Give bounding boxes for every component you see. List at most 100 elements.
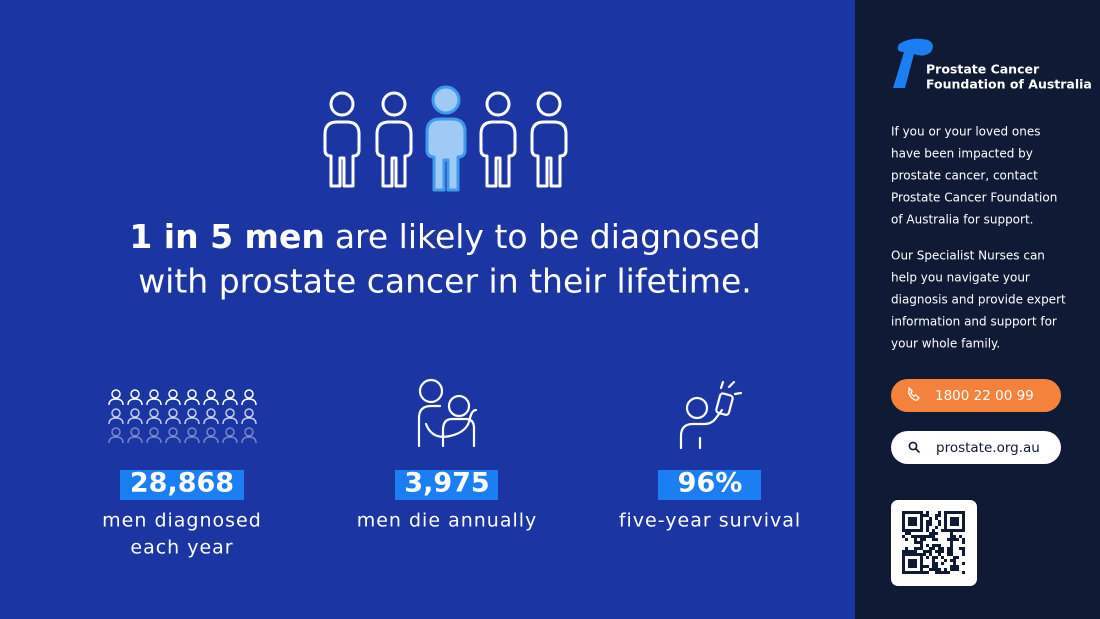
qr-module xyxy=(959,529,962,532)
qr-module xyxy=(959,547,962,550)
qr-module xyxy=(941,556,944,559)
qr-module xyxy=(944,559,947,562)
qr-module xyxy=(923,550,926,553)
qr-module xyxy=(926,535,929,538)
qr-module xyxy=(926,556,929,559)
qr-module xyxy=(914,562,917,565)
qr-module xyxy=(920,562,923,565)
highlighted-person-icon xyxy=(425,85,467,192)
crowd-person xyxy=(146,436,162,444)
crowd-person xyxy=(244,389,254,399)
qr-module xyxy=(920,523,923,526)
qr-module xyxy=(923,571,926,574)
crowd-person xyxy=(149,427,159,437)
qr-module xyxy=(920,538,923,541)
headline-text: are likely to be diagnosed xyxy=(335,217,761,256)
phone-pill[interactable] xyxy=(891,379,1061,412)
crowd-person xyxy=(241,398,257,406)
qr-module xyxy=(929,517,932,520)
qr-module xyxy=(962,520,965,523)
headline-emphasis: 1 in 5 men xyxy=(129,217,324,256)
qr-module xyxy=(944,514,947,517)
qr-module xyxy=(905,571,908,574)
website-button[interactable]: prostate.org.au xyxy=(891,431,1061,464)
qr-module xyxy=(920,529,923,532)
qr-module xyxy=(962,523,965,526)
qr-module xyxy=(962,526,965,529)
qr-module xyxy=(914,553,917,556)
qr-module xyxy=(920,559,923,562)
qr-module xyxy=(920,553,923,556)
qr-module xyxy=(938,523,941,526)
crowd-person xyxy=(222,436,238,444)
qr-module xyxy=(932,535,935,538)
qr-module xyxy=(938,514,941,517)
selfie-icon xyxy=(679,380,743,450)
person-icon xyxy=(530,91,568,188)
hug-icon xyxy=(417,378,478,448)
qr-module xyxy=(902,520,905,523)
qr-module xyxy=(923,514,926,517)
qr-module xyxy=(947,571,950,574)
qr-module xyxy=(932,532,935,535)
qr-module xyxy=(950,532,953,535)
crowd-person xyxy=(203,398,219,406)
qr-module xyxy=(920,544,923,547)
qr-module xyxy=(929,553,932,556)
qr-module xyxy=(938,547,941,550)
headline: 1 in 5 men are likely to be diagnosed xyxy=(129,217,760,256)
crowd-person xyxy=(127,398,143,406)
logo: Prostate Cancer Foundation of Australia xyxy=(893,38,1092,92)
phone-number[interactable]: 1800 22 00 99 xyxy=(935,388,1034,404)
qr-module xyxy=(914,538,917,541)
qr-module xyxy=(956,556,959,559)
qr-module xyxy=(902,514,905,517)
qr-module xyxy=(920,541,923,544)
qr-module xyxy=(962,538,965,541)
qr-module xyxy=(953,559,956,562)
phone-button[interactable]: 1800 22 00 99 xyxy=(891,379,1061,412)
qr-module xyxy=(902,568,905,571)
qr-module xyxy=(944,529,947,532)
crowd-person xyxy=(203,417,219,425)
qr-module xyxy=(944,523,947,526)
sidebar-paragraph-line: of Australia for support. xyxy=(891,213,1033,227)
org-name: Foundation of Australia xyxy=(926,77,1092,92)
qr-module xyxy=(920,517,923,520)
qr-module xyxy=(914,541,917,544)
qr-module xyxy=(938,568,941,571)
qr-module xyxy=(947,553,950,556)
qr-module xyxy=(956,568,959,571)
crowd-person xyxy=(225,389,235,399)
qr-module xyxy=(953,562,956,565)
qr-module xyxy=(953,535,956,538)
crowd-person xyxy=(206,408,216,418)
qr-module xyxy=(962,547,965,550)
crowd-person xyxy=(241,436,257,444)
website-url[interactable]: prostate.org.au xyxy=(936,440,1040,456)
qr-module xyxy=(914,571,917,574)
qr-module xyxy=(923,553,926,556)
crowd-person xyxy=(222,417,238,425)
qr-module xyxy=(917,511,920,514)
crowd-person xyxy=(187,427,197,437)
qr-module xyxy=(914,559,917,562)
qr-module xyxy=(935,538,938,541)
qr-module xyxy=(950,544,953,547)
stat-label: men diagnosed xyxy=(102,510,262,532)
person-icon xyxy=(375,91,413,188)
qr-module xyxy=(914,550,917,553)
qr-module xyxy=(956,523,959,526)
headline-text: with prostate cancer in their lifetime. xyxy=(138,262,752,301)
qr-module xyxy=(902,553,905,556)
qr-module xyxy=(947,511,950,514)
qr-module xyxy=(950,538,953,541)
qr-module xyxy=(902,556,905,559)
qr-module xyxy=(905,553,908,556)
website-pill[interactable] xyxy=(891,431,1061,464)
qr-module xyxy=(908,532,911,535)
sidebar-paragraph-line: Our Specialist Nurses can xyxy=(891,249,1045,263)
qr-module xyxy=(935,526,938,529)
crowd-person xyxy=(203,436,219,444)
qr-module xyxy=(935,562,938,565)
